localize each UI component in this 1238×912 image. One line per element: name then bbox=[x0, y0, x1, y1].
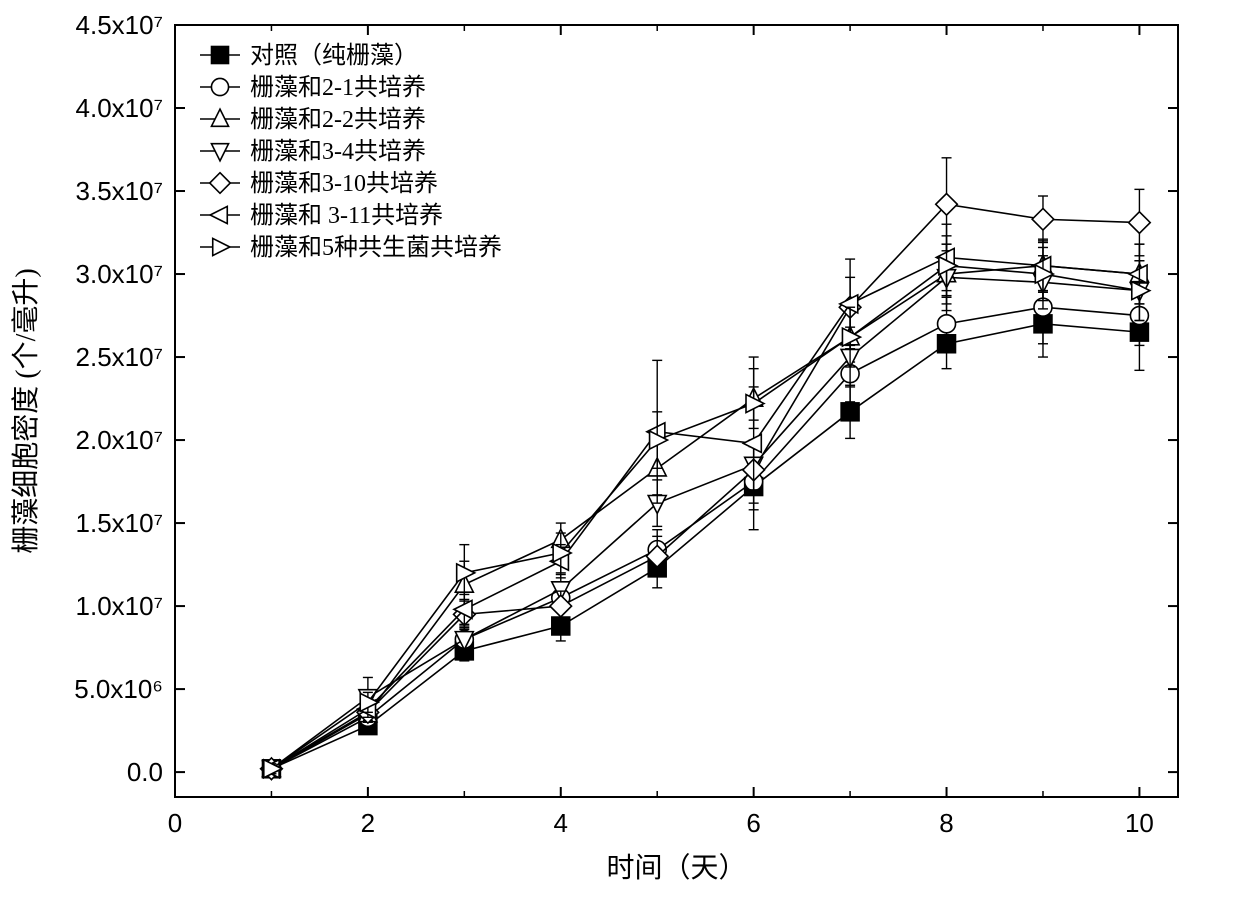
legend-label: 栅藻和2-1共培养 bbox=[250, 74, 426, 101]
series-3 bbox=[262, 244, 1148, 779]
legend-label: 栅藻和 3-11共培养 bbox=[250, 202, 443, 229]
svg-text:1.0x10⁷: 1.0x10⁷ bbox=[76, 591, 163, 621]
legend-label: 栅藻和2-2共培养 bbox=[250, 106, 426, 133]
svg-text:3.5x10⁷: 3.5x10⁷ bbox=[76, 176, 163, 206]
series-6 bbox=[264, 236, 1150, 778]
svg-text:2.0x10⁷: 2.0x10⁷ bbox=[76, 425, 163, 455]
series-1 bbox=[262, 271, 1148, 778]
svg-text:4.0x10⁷: 4.0x10⁷ bbox=[76, 93, 163, 123]
svg-text:10: 10 bbox=[1125, 808, 1154, 838]
svg-text:2: 2 bbox=[361, 808, 375, 838]
legend: 对照（纯栅藻） 栅藻和2-1共培养栅藻和2-2共培养栅藻和3-4共培养栅藻和3-1… bbox=[200, 42, 502, 261]
line-chart-svg: 0 2 4 6 8 10 时间（天） 0.0 5.0x10⁶ 1.0x10⁷ 1.5x10⁷ 2.0x… bbox=[0, 0, 1238, 912]
svg-text:6: 6 bbox=[746, 808, 760, 838]
chart-container: 0 2 4 6 8 10 时间（天） 0.0 5.0x10⁶ 1.0x10⁷ 1.5x10⁷ 2.0x… bbox=[0, 0, 1238, 912]
svg-text:2.5x10⁷: 2.5x10⁷ bbox=[76, 342, 163, 372]
legend-label: 栅藻和5种共生菌共培养 bbox=[250, 234, 502, 261]
series-0 bbox=[262, 291, 1148, 778]
svg-text:4: 4 bbox=[554, 808, 568, 838]
svg-text:8: 8 bbox=[939, 808, 953, 838]
legend-label: 对照（纯栅藻） bbox=[250, 42, 418, 69]
legend-label: 栅藻和3-10共培养 bbox=[250, 170, 438, 197]
svg-text:5.0x10⁶: 5.0x10⁶ bbox=[74, 674, 163, 704]
svg-text:4.5x10⁷: 4.5x10⁷ bbox=[76, 10, 163, 40]
series-5 bbox=[261, 224, 1147, 778]
svg-text:1.5x10⁷: 1.5x10⁷ bbox=[76, 508, 163, 538]
svg-text:0: 0 bbox=[168, 808, 182, 838]
svg-text:0.0: 0.0 bbox=[127, 757, 163, 787]
svg-text:3.0x10⁷: 3.0x10⁷ bbox=[76, 259, 163, 289]
svg-text:栅藻细胞密度 (个/毫升): 栅藻细胞密度 (个/毫升) bbox=[10, 268, 42, 553]
legend-label: 栅藻和3-4共培养 bbox=[250, 138, 426, 165]
svg-text:时间（天）: 时间（天） bbox=[606, 852, 746, 884]
